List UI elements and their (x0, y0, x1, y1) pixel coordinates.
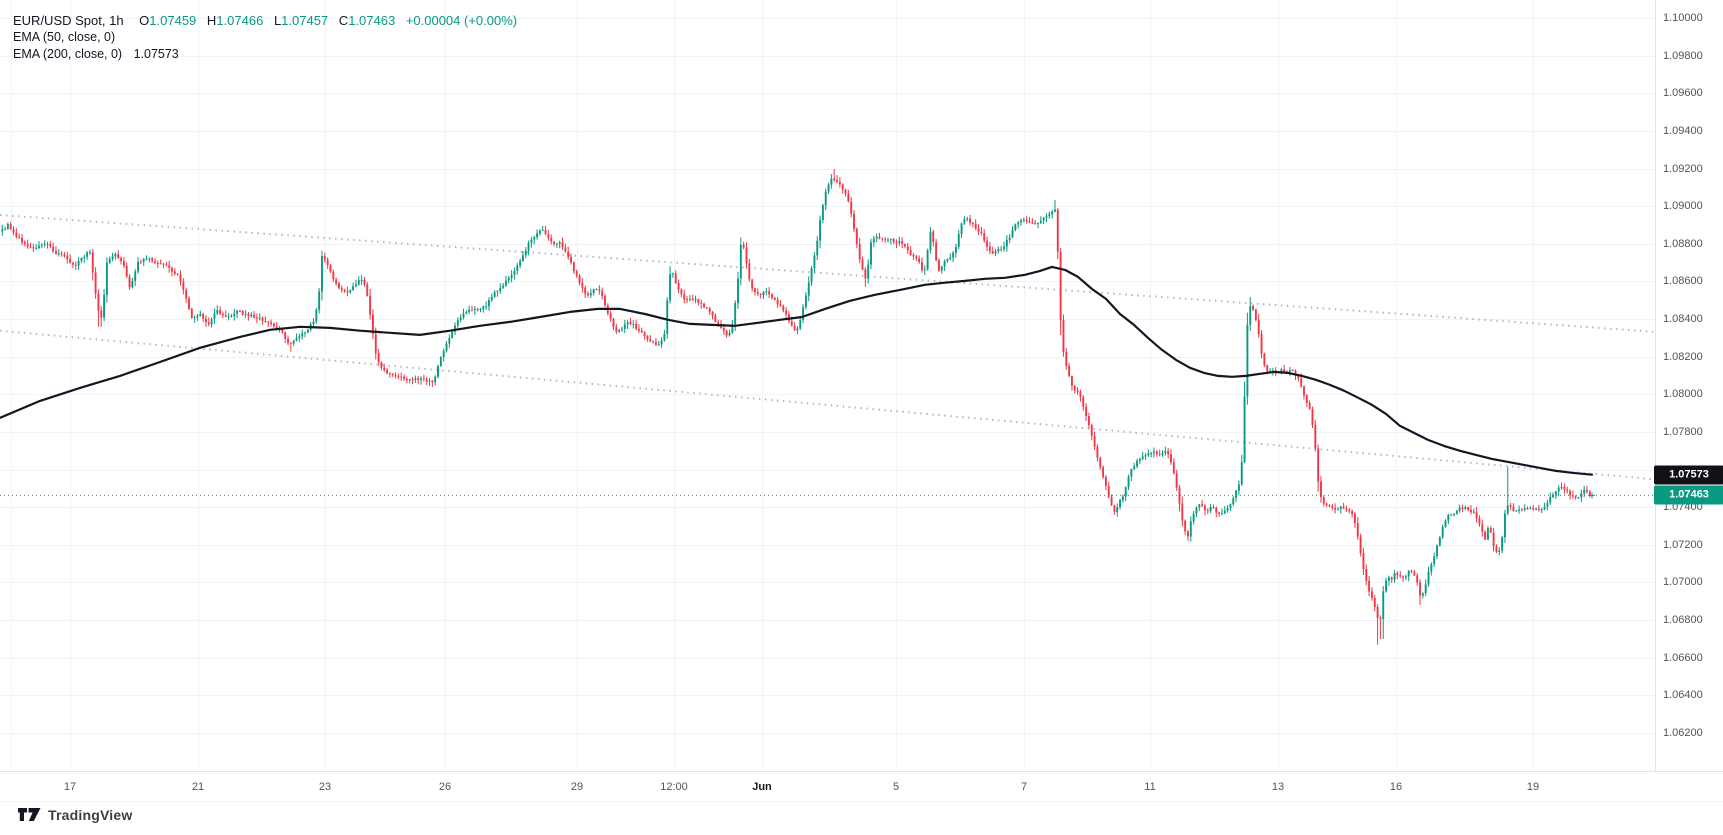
time-axis-label: 29 (570, 780, 584, 793)
last-bar-marker (1589, 492, 1595, 499)
price-axis-label: 1.08000 (1663, 388, 1703, 401)
price-axis-label: 1.06200 (1663, 727, 1703, 739)
time-axis[interactable]: 17 21 23 26 29 12:00 Jun 5 7 11 13 16 19 (0, 771, 1723, 802)
open-value: 1.07459 (149, 13, 197, 28)
change-value: +0.00004 (+0.00%) (405, 13, 518, 28)
symbol-legend-row[interactable]: EUR/USD Spot, 1h O1.07459 H1.07466 L1.07… (13, 12, 517, 29)
time-axis-label: 16 (1389, 780, 1403, 793)
price-axis-label: 1.07200 (1663, 538, 1703, 551)
price-axis-label: 1.07800 (1663, 425, 1703, 438)
ema50-legend-row[interactable]: EMA (50, close, 0) (13, 29, 517, 46)
price-axis-label: 1.09800 (1663, 49, 1703, 62)
symbol-title[interactable]: EUR/USD Spot, 1h (13, 13, 124, 28)
price-axis[interactable]: 1.10000 1.09800 1.09600 1.09400 1.09200 1.090… (1654, 0, 1723, 771)
time-axis-label: 26 (438, 780, 452, 793)
ema200-legend-row[interactable]: EMA (200, close, 0) 1.07573 (13, 46, 517, 63)
price-axis-label: 1.08800 (1663, 237, 1703, 250)
last-price-badge: 1.07463 (1654, 485, 1723, 505)
high-value: 1.07466 (216, 13, 264, 28)
chart-legend: EUR/USD Spot, 1h O1.07459 H1.07466 L1.07… (13, 12, 517, 63)
gridlines (0, 0, 1655, 770)
price-axis-label: 1.07000 (1663, 576, 1703, 589)
ema200-price-badge: 1.07573 (1654, 465, 1723, 485)
tradingview-logo-text[interactable]: TradingView (48, 807, 133, 823)
time-axis-label: 19 (1526, 780, 1540, 793)
time-axis-label: 21 (191, 780, 205, 793)
price-axis-label: 1.09600 (1663, 87, 1703, 100)
time-axis-label: 13 (1271, 780, 1285, 793)
price-axis-label: 1.08400 (1663, 313, 1703, 326)
ema200-value: 1.07573 (133, 47, 179, 61)
price-pane-canvas[interactable] (0, 0, 1655, 771)
channel-lower-trendline[interactable] (0, 329, 1655, 481)
ema50-label: EMA (50, close, 0) (13, 30, 116, 44)
time-axis-label: Jun (752, 780, 772, 793)
time-axis-label: 5 (892, 780, 900, 793)
price-axis-label: 1.09200 (1663, 162, 1703, 175)
open-label: O (139, 13, 150, 28)
tradingview-logo-icon[interactable] (18, 805, 41, 825)
low-label: L (273, 13, 282, 28)
time-axis-label: 12:00 (660, 780, 688, 793)
ema200-line[interactable] (0, 265, 1594, 476)
price-axis-label: 1.10000 (1663, 12, 1703, 24)
price-axis-label: 1.06800 (1663, 614, 1703, 627)
price-axis-label: 1.06400 (1663, 689, 1703, 702)
time-axis-label: 17 (63, 780, 77, 793)
high-label: H (206, 13, 217, 28)
price-axis-label: 1.08200 (1663, 350, 1703, 363)
time-axis-label: 11 (1144, 780, 1156, 793)
close-value: 1.07463 (348, 13, 396, 28)
time-axis-label: 23 (318, 780, 332, 793)
price-axis-label: 1.09000 (1663, 200, 1703, 213)
low-value: 1.07457 (281, 13, 329, 28)
close-label: C (338, 13, 349, 28)
time-axis-label: 7 (1020, 780, 1028, 793)
footer: TradingView (18, 805, 132, 825)
price-axis-label: 1.06600 (1663, 651, 1703, 664)
price-axis-label: 1.09400 (1663, 124, 1703, 137)
price-axis-label: 1.08600 (1663, 275, 1703, 288)
channel-upper-trendline[interactable] (0, 214, 1655, 333)
candlestick-series (1, 169, 1591, 645)
ema200-label: EMA (200, close, 0) (13, 47, 123, 61)
